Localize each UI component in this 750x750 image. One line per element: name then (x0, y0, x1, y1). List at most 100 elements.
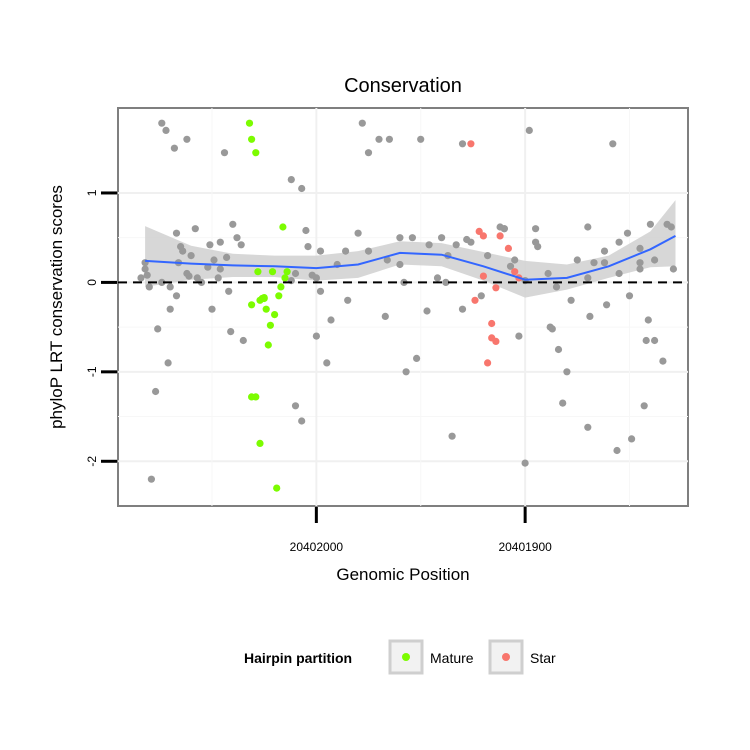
point-other (223, 253, 231, 261)
point-other (423, 307, 431, 315)
point-star (492, 337, 500, 345)
point-other (385, 135, 393, 143)
point-other (210, 256, 218, 264)
point-other (177, 243, 185, 251)
point-other (316, 247, 325, 255)
point-other (402, 368, 410, 376)
point-other (291, 269, 300, 278)
point-other (375, 135, 383, 143)
point-other (302, 226, 310, 235)
point-mature (277, 283, 285, 291)
point-other (308, 271, 316, 279)
point-star (479, 272, 487, 280)
point-other (158, 278, 166, 286)
point-other (613, 446, 621, 455)
point-star (475, 227, 483, 235)
point-other (164, 359, 172, 367)
point-mature (252, 149, 260, 157)
point-other (467, 238, 475, 246)
point-other (187, 252, 195, 260)
point-other (584, 274, 592, 282)
axes: -2 -1 0 1 20402000 20401900 (85, 189, 688, 554)
point-other (214, 274, 222, 282)
point-other (506, 262, 515, 270)
point-other (452, 241, 460, 249)
point-other (646, 220, 655, 228)
point-other (586, 312, 594, 320)
x-tick-label: 20402000 (290, 540, 344, 554)
point-other (162, 126, 170, 134)
point-other (170, 144, 178, 152)
point-other (354, 229, 362, 237)
point-other (145, 283, 153, 291)
point-other (381, 312, 389, 320)
point-other (312, 332, 320, 340)
point-other (636, 259, 644, 267)
point-star (492, 284, 500, 292)
point-other (667, 223, 675, 231)
point-star (471, 296, 479, 304)
point-other (615, 238, 623, 246)
point-other (291, 402, 300, 410)
point-other (147, 475, 155, 483)
y-tick-label: -2 (85, 456, 99, 467)
point-star (496, 232, 504, 240)
point-other (511, 256, 519, 264)
points-layer (137, 119, 678, 492)
point-other (166, 283, 174, 291)
point-other (651, 256, 659, 264)
point-other (143, 271, 151, 279)
point-other (229, 220, 237, 228)
y-tick-label: 1 (85, 189, 99, 196)
point-mature (260, 294, 268, 303)
point-other (166, 305, 174, 313)
legend-title: Hairpin partition (244, 650, 352, 666)
plot-panel (117, 107, 689, 507)
point-other (413, 354, 421, 362)
point-mature (262, 305, 270, 313)
point-other (216, 265, 224, 273)
point-other (193, 274, 201, 282)
point-other (206, 241, 214, 249)
point-other (477, 292, 485, 300)
point-other (609, 140, 617, 148)
point-other (304, 243, 312, 251)
point-other (438, 234, 446, 242)
point-other (640, 402, 648, 410)
point-other (484, 252, 492, 260)
point-other (615, 269, 623, 278)
point-mature (252, 393, 260, 401)
point-other (239, 336, 247, 345)
point-other (600, 247, 609, 255)
point-other (225, 287, 233, 295)
point-other (342, 247, 350, 255)
point-other (396, 234, 404, 242)
point-other (364, 247, 373, 255)
smooth-line (145, 235, 676, 281)
legend-key-star-dot (502, 653, 510, 661)
point-other (548, 325, 556, 333)
point-mature (273, 484, 281, 492)
point-other (227, 328, 235, 336)
point-other (316, 287, 325, 295)
point-mature (256, 439, 264, 447)
point-other (442, 278, 450, 286)
point-mature (264, 341, 272, 349)
point-other (669, 265, 678, 273)
point-other (220, 149, 229, 157)
point-other (590, 259, 598, 267)
point-mature (279, 223, 287, 231)
point-other (628, 435, 636, 443)
point-other (458, 305, 467, 313)
point-other (515, 332, 523, 340)
point-other (525, 126, 533, 134)
point-other (642, 336, 650, 345)
point-other (544, 269, 552, 278)
point-other (573, 256, 581, 264)
point-star (488, 319, 496, 328)
point-other (204, 263, 212, 271)
point-other (563, 368, 571, 376)
smooth-line-layer (145, 235, 676, 281)
point-other (183, 135, 191, 143)
point-other (344, 296, 352, 304)
